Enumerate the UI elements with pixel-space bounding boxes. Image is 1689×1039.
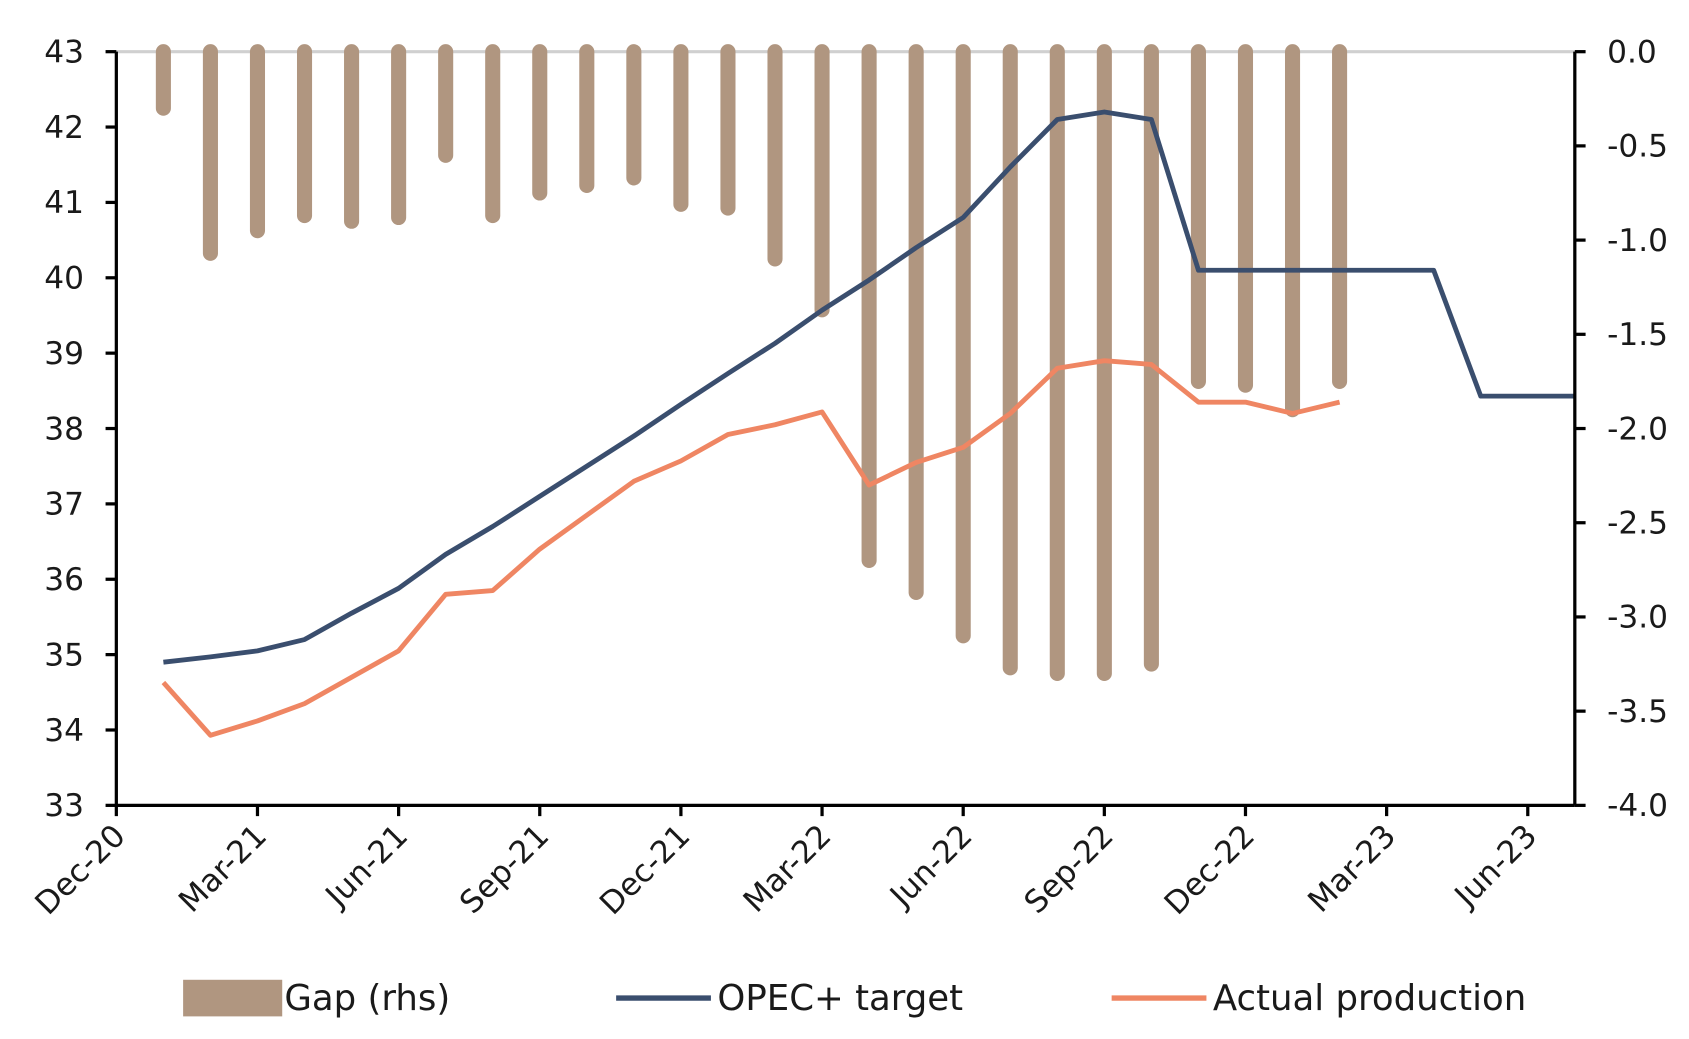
y-tick-label: 35: [44, 637, 84, 673]
x-tick-label: Mar-21: [172, 818, 274, 920]
y-tick-label: 40: [44, 261, 84, 297]
x-tick-label: Sep-21: [453, 818, 556, 921]
x-tick-label: Jun-23: [1447, 818, 1544, 915]
y2-tick-label: -2.5: [1607, 506, 1668, 542]
x-tick-label: Jun-22: [882, 818, 979, 915]
x-tick-label: Mar-23: [1301, 818, 1403, 920]
x-tick-label: Mar-22: [737, 818, 839, 920]
line-series: [161, 358, 1341, 738]
y-tick-label: 36: [44, 562, 84, 598]
x-tick-label: Dec-22: [1158, 818, 1262, 922]
y2-tick-label: -4.0: [1607, 788, 1668, 824]
y-tick-label: 39: [44, 336, 84, 372]
y-tick-label: 37: [44, 487, 84, 523]
x-tick-label: Sep-22: [1018, 818, 1121, 921]
y2-tick-label: -0.5: [1607, 129, 1668, 165]
y2-tick-label: 0.0: [1607, 34, 1657, 70]
y2-tick-label: -3.5: [1607, 694, 1668, 730]
legend-label: Actual production: [1213, 978, 1526, 1019]
y2-tick-label: -3.0: [1607, 600, 1668, 636]
legend-label: OPEC+ target: [717, 978, 963, 1019]
y-tick-label: 38: [44, 411, 84, 447]
legend-label: Gap (rhs): [284, 978, 450, 1019]
y-tick-label: 42: [44, 110, 84, 146]
y2-tick-label: -2.0: [1607, 411, 1668, 447]
y2-tick-label: -1.5: [1607, 317, 1668, 353]
legend-swatch: [183, 979, 283, 1017]
x-tick-label: Jun-21: [318, 818, 415, 915]
line-series: [163, 109, 1575, 665]
y-tick-label: 34: [44, 713, 84, 749]
y2-tick-label: -1.0: [1607, 223, 1668, 259]
y-tick-label: 33: [44, 788, 84, 824]
x-tick-label: Dec-21: [593, 818, 697, 922]
x-tick-label: Dec-20: [29, 818, 133, 922]
y-tick-label: 41: [44, 185, 84, 221]
y-tick-label: 43: [44, 34, 84, 70]
